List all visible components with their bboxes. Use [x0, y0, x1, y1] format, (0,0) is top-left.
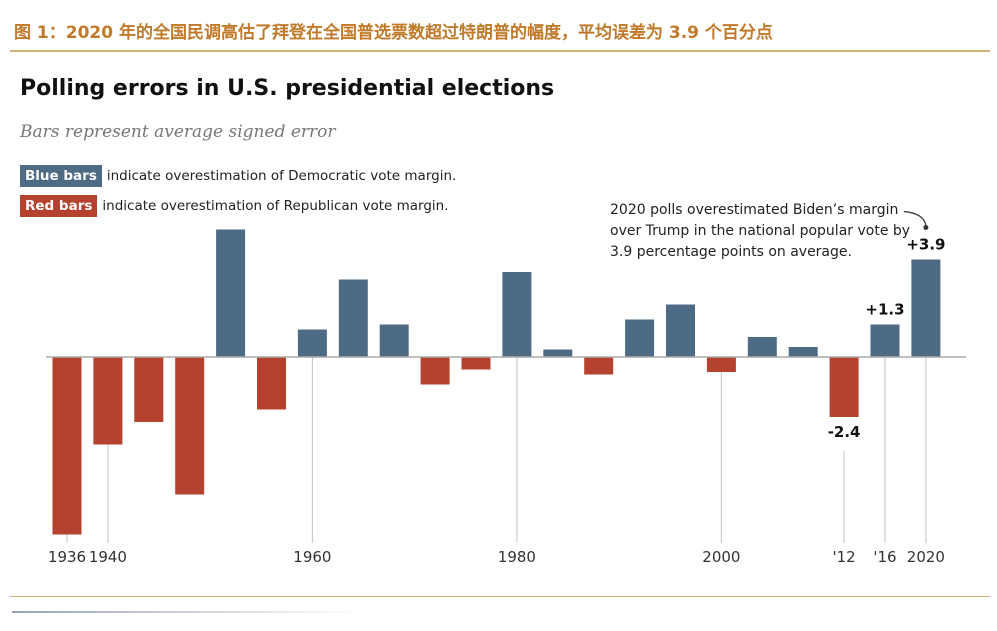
- x-tick-label-1980: 1980: [498, 548, 536, 566]
- bar-1956: [257, 357, 286, 410]
- bar-1944: [134, 357, 164, 422]
- bar-1968: [379, 324, 409, 357]
- bar-1972: [420, 357, 450, 385]
- legend-blue-text: indicate overestimation of Democratic vo…: [106, 168, 457, 184]
- x-tick-label-2012: '12: [832, 548, 855, 566]
- x-tick-label-2000: 2000: [702, 548, 740, 566]
- x-tick-label-1960: 1960: [293, 548, 331, 566]
- chart-title: Polling errors in U.S. presidential elec…: [20, 76, 555, 101]
- x-tick-label-2016: '16: [873, 548, 896, 566]
- x-tick-label-2020: 2020: [907, 548, 945, 566]
- bar-2008: [788, 347, 818, 357]
- chart-annotation: 2020 polls overestimated Biden’s margin …: [610, 202, 911, 260]
- legend-red-swatch: Red bars: [20, 195, 98, 217]
- bar-2016: [870, 324, 900, 357]
- footer-accent-line: [12, 611, 362, 613]
- legend-red: Red bars indicate overestimation of Repu…: [20, 195, 449, 217]
- data-label-2016: +1.3: [865, 301, 904, 319]
- annotation-pointer-dot: [923, 225, 929, 230]
- bar-1940: [93, 357, 123, 445]
- legend-blue: Blue bars indicate overestimation of Dem…: [20, 165, 456, 187]
- bar-1996: [666, 304, 695, 357]
- bar-1980: [502, 272, 532, 357]
- bar-1964: [338, 279, 368, 357]
- chart-subtitle: Bars represent average signed error: [20, 122, 336, 142]
- bar-1952: [216, 229, 246, 357]
- data-label-2020: +3.9: [906, 236, 945, 254]
- data-label-2012: -2.4: [828, 423, 861, 441]
- legend-blue-swatch: Blue bars: [20, 165, 102, 187]
- legend-red-text: indicate overestimation of Republican vo…: [102, 198, 449, 214]
- bar-1960: [297, 329, 327, 357]
- bar-1948: [175, 357, 205, 495]
- bar-2004: [747, 337, 777, 357]
- bar-1992: [625, 319, 655, 357]
- figure-caption: 图 1：2020 年的全国民调高估了拜登在全国普选票数超过特朗普的幅度，平均误差…: [14, 23, 773, 43]
- bar-1984: [543, 349, 573, 357]
- x-tick-label-1940: 1940: [89, 548, 127, 566]
- bar-2000: [706, 357, 736, 372]
- bar-1988: [584, 357, 614, 375]
- bar-1936: [52, 357, 82, 535]
- footer-divider: [10, 596, 990, 597]
- caption-divider: [10, 50, 990, 52]
- bar-2020: [911, 259, 941, 357]
- bar-1976: [461, 357, 491, 370]
- x-tick-label-1936: 1936: [48, 548, 86, 566]
- bar-2012: [829, 357, 859, 417]
- annotation-pointer: [903, 210, 927, 226]
